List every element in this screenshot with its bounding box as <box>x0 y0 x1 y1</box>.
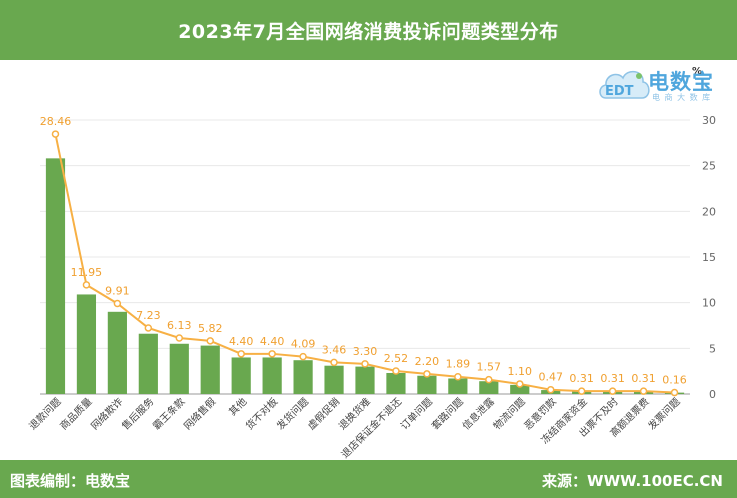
data-label: 0.31 <box>631 372 656 385</box>
line-point <box>516 380 524 388</box>
bar <box>510 384 530 394</box>
data-label: 4.09 <box>291 338 316 351</box>
data-label: 4.40 <box>229 335 254 348</box>
bar <box>386 372 406 394</box>
line-point <box>113 299 122 308</box>
bar <box>138 333 158 394</box>
data-label: 1.89 <box>446 358 471 371</box>
data-label: 4.40 <box>260 335 285 348</box>
y-tick-label: 25 <box>702 160 716 173</box>
bar <box>45 158 66 394</box>
x-tick-label: 发货问题 <box>274 395 311 432</box>
bar <box>324 365 344 394</box>
bar <box>169 343 189 394</box>
bar <box>200 345 220 394</box>
footer-credit: 图表编制：电数宝 <box>10 472 131 490</box>
x-tick-label: 货不对板 <box>243 395 280 432</box>
data-label: 5.82 <box>198 322 223 335</box>
line-point <box>392 367 400 375</box>
data-label: 0.16 <box>662 374 687 387</box>
line-point <box>206 337 214 345</box>
line-point <box>485 375 493 384</box>
line-point <box>639 387 648 395</box>
line-point <box>670 388 679 397</box>
line-point <box>51 130 60 138</box>
data-label: 3.30 <box>353 345 378 358</box>
data-label: 6.13 <box>167 319 192 332</box>
data-label: 11.95 <box>71 266 103 279</box>
footer-source: 来源：WWW.100EC.CN <box>542 472 723 490</box>
bar <box>355 366 375 394</box>
chart-svg: 0 5 10 15 20 25 30% 28.46 11.959.91 7.23 6.13 5.82 4… <box>26 66 716 460</box>
bar <box>262 357 282 394</box>
logo-badge: EDT <box>605 84 634 99</box>
footer-bar: 图表编制：电数宝 来源：WWW.100EC.CN <box>0 460 737 498</box>
logo-text: 电数宝 <box>648 70 714 94</box>
y-axis-unit: % <box>692 66 702 77</box>
y-tick-label: 20 <box>702 205 716 218</box>
x-tick-label: 网络售假 <box>181 395 218 432</box>
line-point <box>144 324 153 332</box>
line-point <box>299 352 307 361</box>
title-bar: 2023年7月全国网络消费投诉问题类型分布 <box>0 0 737 60</box>
x-tick-label: 套路问题 <box>429 395 466 432</box>
chart-area: 0 5 10 15 20 25 30% 28.46 11.95 9.91 7.23 6.13 5.82 4… <box>0 60 737 460</box>
y-tick-label: 15 <box>702 251 716 264</box>
line-point <box>361 360 369 368</box>
logo-subtext: 电 商 大 数 库 <box>652 93 712 102</box>
data-label: 0.31 <box>569 372 594 385</box>
data-label: 9.91 <box>105 284 130 297</box>
data-label: 28.46 <box>40 115 72 128</box>
data-label: 2.20 <box>415 355 440 368</box>
data-label: 3.46 <box>322 343 347 356</box>
x-tick-label: 网络欺诈 <box>88 395 125 432</box>
chart-title: 2023年7月全国网络消费投诉问题类型分布 <box>178 20 559 43</box>
line-point <box>268 350 276 358</box>
bar <box>293 360 313 394</box>
bar <box>479 381 499 394</box>
bar <box>107 311 127 394</box>
x-tick-label: 发票问题 <box>645 395 682 432</box>
logo: EDT 电数宝 电 商 大 数 库 <box>596 62 731 106</box>
data-label: 7.23 <box>136 309 161 322</box>
x-tick-label: 其他 <box>226 395 249 418</box>
line-point <box>546 385 555 394</box>
data-label: 2.52 <box>384 352 409 365</box>
y-tick-label: 5 <box>709 342 716 355</box>
y-tick-label: 10 <box>702 297 716 310</box>
bar <box>76 294 97 394</box>
data-label: 1.57 <box>477 361 502 374</box>
x-tick-label: 物流问题 <box>490 395 527 432</box>
line-point <box>577 387 586 395</box>
x-tick-label: 售后服务 <box>119 395 156 432</box>
bar <box>417 375 437 394</box>
y-tick-label: 0 <box>709 388 716 401</box>
line-point <box>454 372 462 381</box>
line-point <box>237 350 245 358</box>
line-point <box>82 281 91 289</box>
data-label: 0.31 <box>600 372 625 385</box>
line-point <box>330 358 338 367</box>
line-point <box>175 334 184 342</box>
x-tick-label: 霸王条款 <box>150 395 187 432</box>
data-label: 1.10 <box>508 365 533 378</box>
x-tick-label: 商品质量 <box>57 395 94 432</box>
y-tick-label: 30 <box>702 114 716 127</box>
line-point <box>423 370 431 378</box>
bar <box>448 378 468 394</box>
data-label: 0.47 <box>538 371 563 384</box>
x-tick-label: 信息泄露 <box>459 395 496 432</box>
x-tick-label: 退款问题 <box>26 395 63 432</box>
bar <box>231 357 251 394</box>
line-point <box>608 387 617 395</box>
cloud-logo-icon: EDT <box>599 70 650 99</box>
x-tick-label: 订单问题 <box>398 395 435 432</box>
x-tick-label: 虚假促销 <box>305 395 342 432</box>
